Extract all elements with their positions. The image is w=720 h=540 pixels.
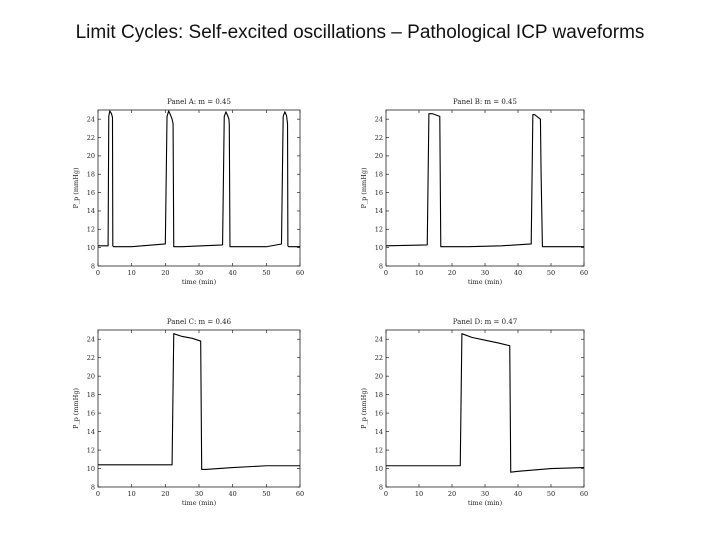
plot-frame (97, 329, 301, 488)
x-tick-label: 50 (547, 269, 555, 277)
y-tick-label: 10 (87, 244, 95, 252)
y-tick-label: 10 (87, 465, 95, 473)
y-tick-label: 20 (375, 152, 383, 160)
y-tick-label: 18 (375, 391, 383, 399)
series-line (98, 110, 300, 248)
y-tick-label: 12 (375, 446, 383, 454)
y-tick-label: 10 (375, 244, 383, 252)
y-tick-label: 12 (87, 226, 95, 234)
x-tick-label: 50 (262, 490, 270, 498)
y-tick-label: 16 (87, 189, 95, 197)
y-tick-label: 24 (87, 336, 95, 344)
y-tick-label: 22 (87, 134, 95, 142)
series-line (98, 333, 300, 471)
panel-a: 0 10 20 30 40 50 60 8 10 12 14 16 18 20 22 24 Panel A: m… (72, 98, 304, 286)
x-tick-label: 10 (415, 269, 423, 277)
y-tick-label: 8 (379, 262, 383, 270)
y-tick-label: 8 (91, 483, 95, 491)
x-axis-label: time (min) (182, 499, 217, 507)
y-tick-label: 14 (375, 207, 383, 215)
y-tick-label: 10 (375, 465, 383, 473)
x-tick-label: 50 (547, 490, 555, 498)
y-tick-label: 22 (375, 354, 383, 362)
y-tick-label: 16 (375, 189, 383, 197)
x-tick-label: 40 (229, 269, 237, 277)
panel-b: 0 10 20 30 40 50 60 8 10 12 14 16 18 20 22 24 Panel B: m… (360, 98, 588, 286)
panel-title: Panel D: m = 0.47 (453, 318, 517, 326)
y-tick-label: 14 (87, 207, 95, 215)
x-tick-label: 60 (296, 490, 304, 498)
x-tick-label: 40 (514, 269, 522, 277)
y-tick-label: 22 (375, 134, 383, 142)
y-tick-label: 18 (87, 171, 95, 179)
y-tick-label: 24 (375, 115, 383, 123)
x-tick-label: 20 (448, 490, 456, 498)
y-tick-label: 18 (87, 391, 95, 399)
y-tick-label: 12 (375, 226, 383, 234)
x-tick-label: 60 (296, 269, 304, 277)
panel-c: 0 10 20 30 40 50 60 8 10 12 14 16 18 20 22 24 Panel C: m… (72, 318, 304, 507)
y-tick-label: 14 (87, 428, 95, 436)
x-tick-label: 10 (415, 490, 423, 498)
x-tick-label: 20 (448, 269, 456, 277)
x-tick-label: 10 (128, 490, 136, 498)
y-tick-label: 20 (87, 152, 95, 160)
y-tick-label: 8 (91, 262, 95, 270)
plot-frame (385, 329, 585, 488)
x-tick-label: 0 (96, 490, 100, 498)
y-tick-label: 8 (379, 483, 383, 491)
x-tick-label: 0 (96, 269, 100, 277)
y-tick-label: 12 (87, 446, 95, 454)
x-axis-label: time (min) (468, 278, 503, 286)
slide-title: Limit Cycles: Self-excited oscillations … (75, 22, 645, 43)
y-tick-label: 24 (87, 115, 95, 123)
x-tick-label: 40 (229, 490, 237, 498)
x-axis-label: time (min) (182, 278, 217, 286)
y-axis-label: P_p (mmHg) (72, 388, 80, 430)
y-axis-label: P_p (mmHg) (72, 167, 80, 209)
y-tick-label: 18 (375, 171, 383, 179)
x-tick-label: 30 (481, 269, 489, 277)
y-tick-label: 16 (375, 409, 383, 417)
x-tick-label: 30 (195, 490, 203, 498)
y-tick-label: 24 (375, 336, 383, 344)
plot-frame (97, 109, 301, 267)
series-line (386, 333, 585, 473)
y-tick-label: 14 (375, 428, 383, 436)
x-tick-label: 40 (514, 490, 522, 498)
series-line (385, 113, 584, 248)
panel-title: Panel B: m = 0.45 (453, 98, 517, 106)
x-axis-label: time (min) (468, 499, 503, 507)
x-tick-label: 0 (384, 269, 388, 277)
x-tick-label: 60 (580, 269, 588, 277)
x-tick-label: 0 (384, 490, 388, 498)
x-tick-label: 10 (128, 269, 136, 277)
y-tick-label: 20 (87, 372, 95, 380)
plot-frame (385, 109, 585, 267)
y-tick-label: 16 (87, 409, 95, 417)
x-tick-label: 60 (580, 490, 588, 498)
y-axis-label: P_p (mmHg) (360, 167, 368, 209)
y-tick-label: 20 (375, 372, 383, 380)
x-tick-label: 30 (195, 269, 203, 277)
y-axis-label: P_p (mmHg) (360, 388, 368, 430)
panel-title: Panel A: m = 0.45 (167, 98, 231, 106)
panel-title: Panel C: m = 0.46 (167, 318, 232, 326)
x-tick-label: 30 (481, 490, 489, 498)
x-tick-label: 50 (262, 269, 270, 277)
x-tick-label: 20 (161, 490, 169, 498)
panel-d: 0 10 20 30 40 50 60 8 10 12 14 16 18 20 22 24 Panel D: m… (360, 318, 588, 507)
y-tick-label: 22 (87, 354, 95, 362)
x-tick-label: 20 (161, 269, 169, 277)
